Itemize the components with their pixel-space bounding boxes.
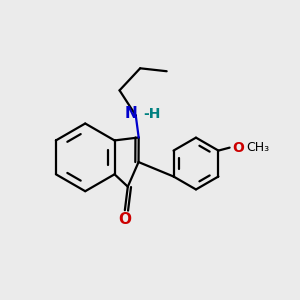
Text: O: O xyxy=(118,212,131,226)
Text: -H: -H xyxy=(143,107,160,121)
Text: O: O xyxy=(232,141,244,154)
Text: CH₃: CH₃ xyxy=(247,141,270,154)
Text: N: N xyxy=(125,106,138,122)
